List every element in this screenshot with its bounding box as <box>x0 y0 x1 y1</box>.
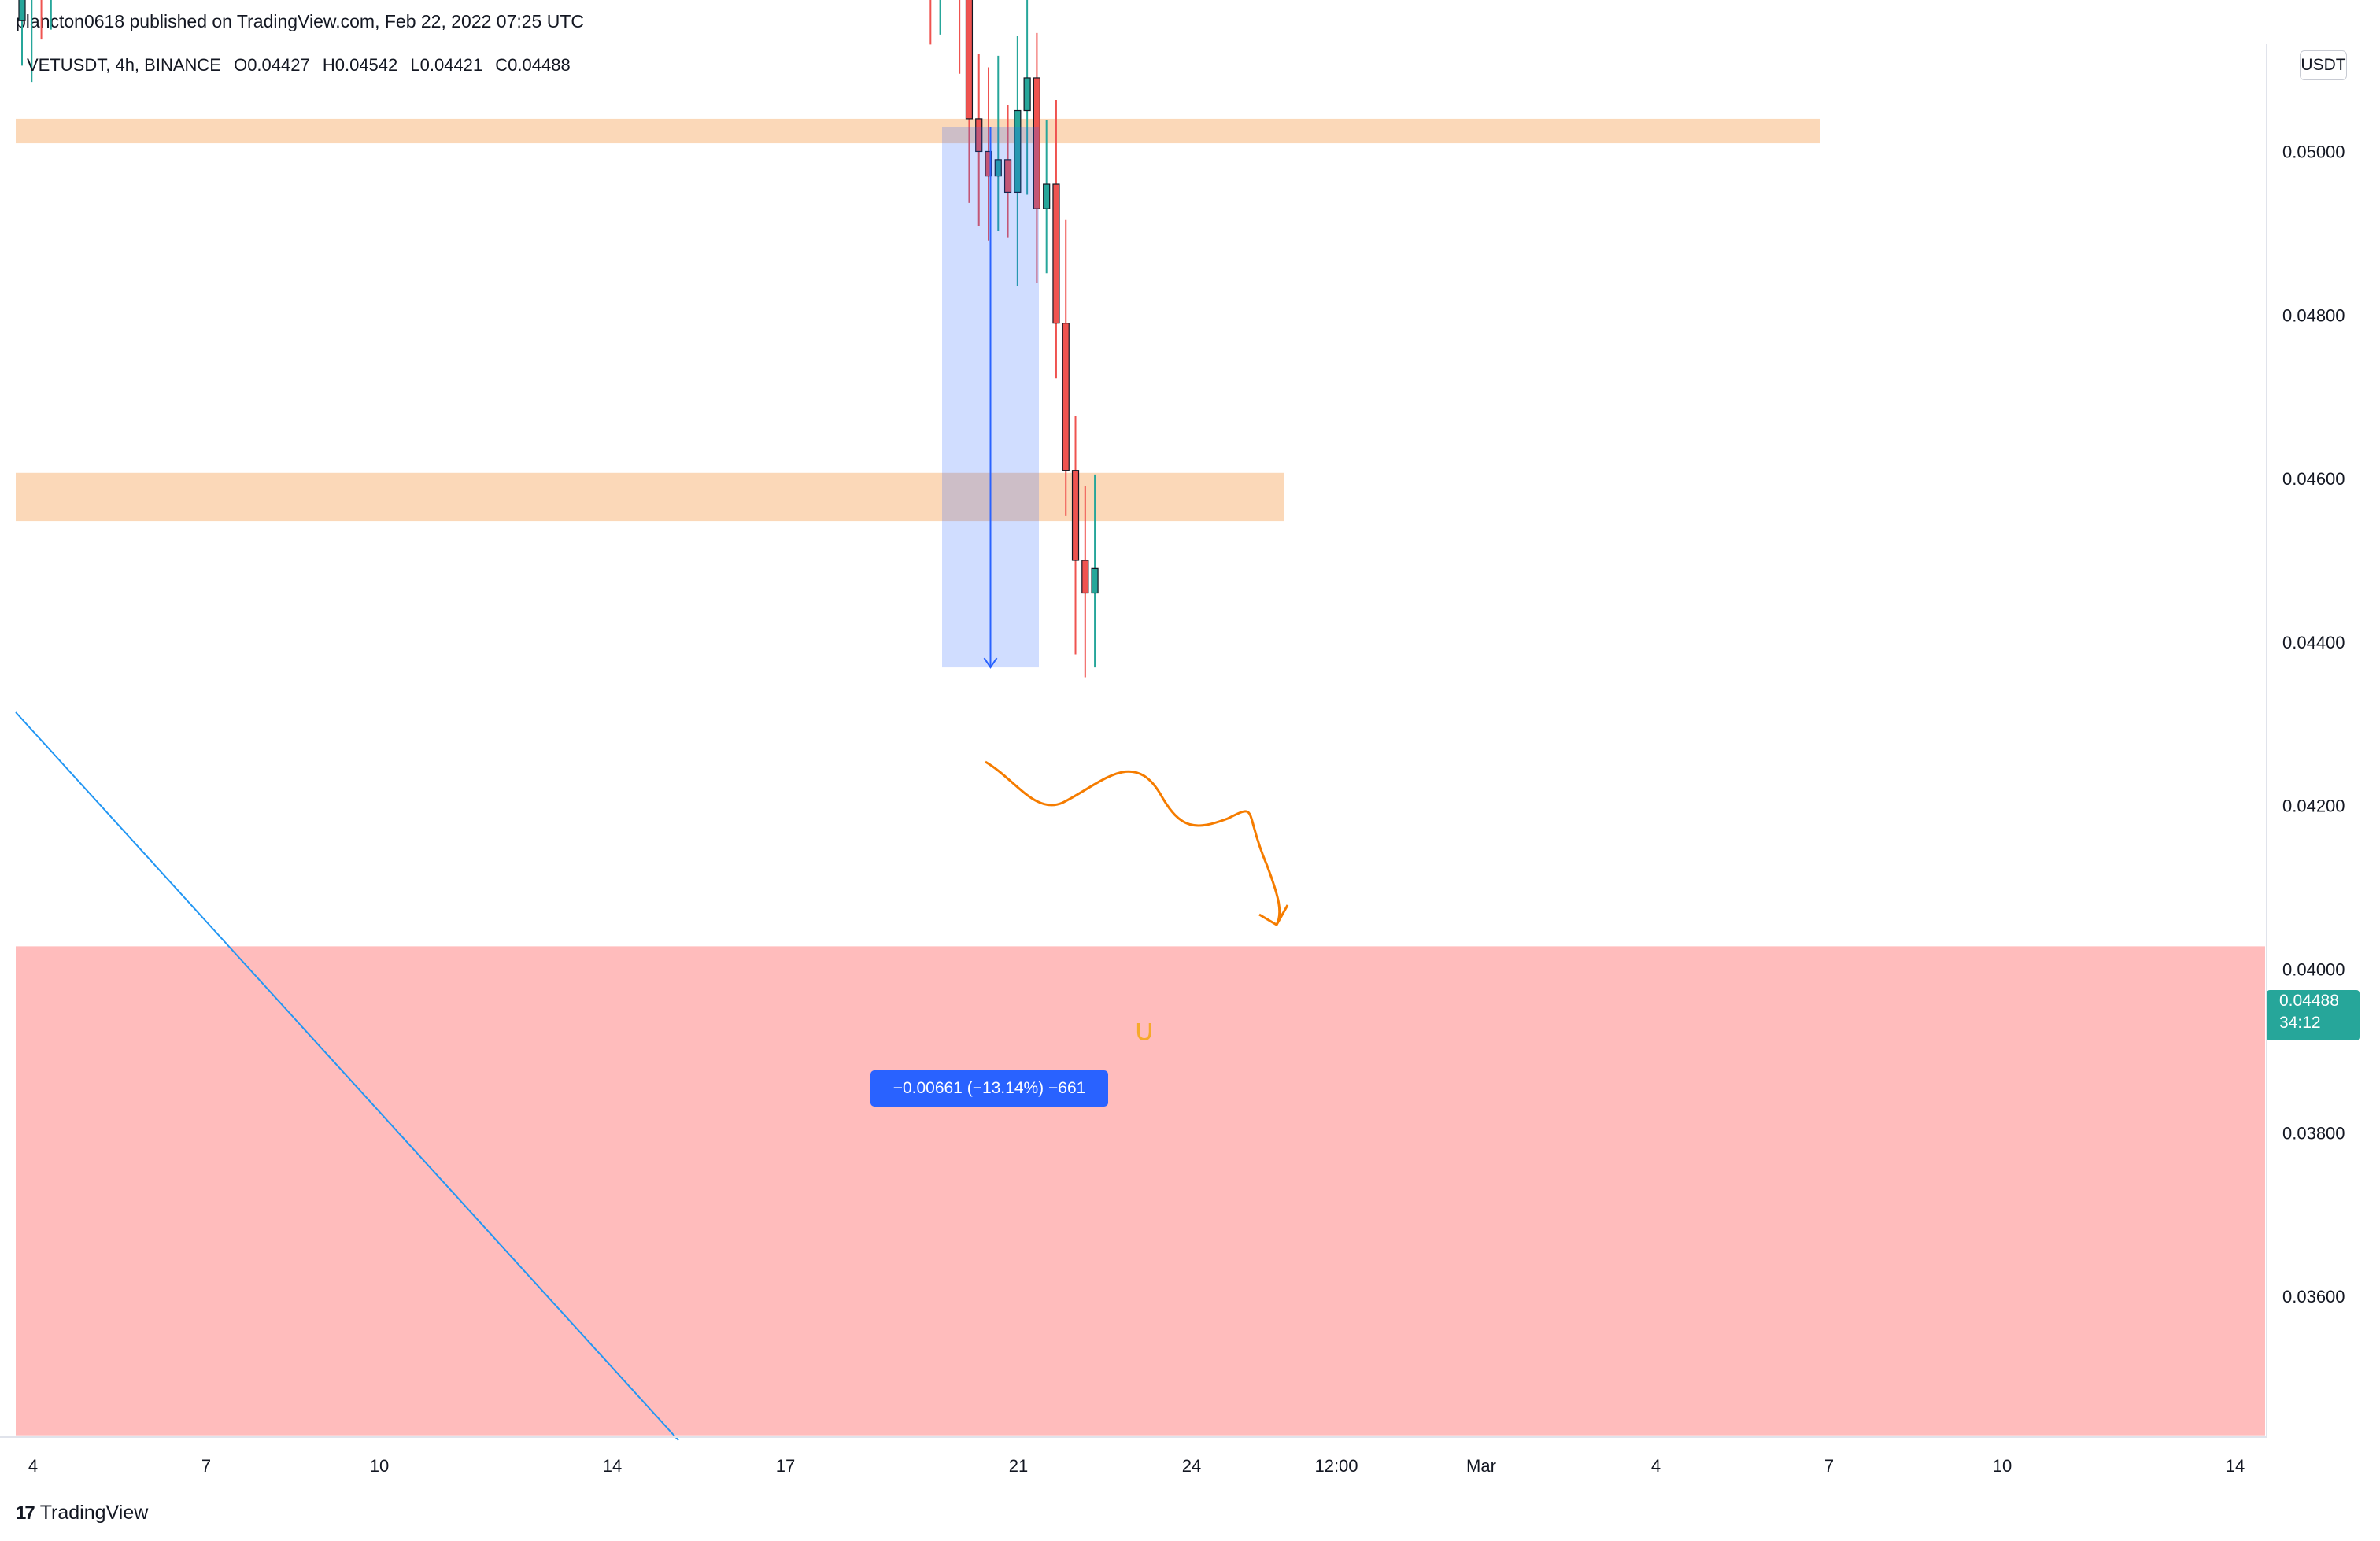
time-tick-label: 7 <box>1824 1456 1834 1476</box>
bar-countdown: 34:12 <box>2279 1014 2321 1032</box>
magnet-icon[interactable]: ∪ <box>1133 1013 1155 1048</box>
time-tick-label: 14 <box>603 1456 622 1476</box>
candle-down <box>1071 470 1080 561</box>
zone-level-3[interactable] <box>16 472 1284 522</box>
price-tick-label: 0.04600 <box>2282 469 2345 489</box>
time-tick-label: 14 <box>2226 1456 2245 1476</box>
candle-up <box>1043 183 1051 209</box>
drawings-layer: ∪ <box>15 127 1289 1441</box>
legend-close: C0.04488 <box>495 55 571 75</box>
zone-demand-4[interactable] <box>16 946 2265 1436</box>
legend-low: L0.04421 <box>410 55 483 75</box>
brand-name: TradingView <box>39 1502 149 1524</box>
price-tick-label: 0.03600 <box>2282 1287 2345 1306</box>
candle-down <box>975 118 983 153</box>
price-tick-label: 0.04400 <box>2282 633 2345 652</box>
candle-up <box>1014 109 1022 194</box>
candle-down <box>1052 183 1060 324</box>
measure-arrowhead <box>983 657 998 669</box>
candle-down <box>1033 77 1041 209</box>
projection-arrowhead <box>1258 904 1289 927</box>
time-tick-label: 7 <box>201 1456 211 1476</box>
price-tick-label: 0.05000 <box>2282 142 2345 161</box>
candle-up <box>18 0 26 21</box>
publish-info: plancton0618 published on TradingView.co… <box>16 11 585 31</box>
legend-open: O0.04427 <box>234 55 310 75</box>
candles-layer <box>18 0 1099 678</box>
time-tick-label: 24 <box>1182 1456 1201 1476</box>
price-tick-label: 0.04000 <box>2282 959 2345 979</box>
measure-label: −0.00661 (−13.14%) −661 <box>870 1070 1108 1107</box>
time-tick-label: 4 <box>1651 1456 1661 1476</box>
candle-up <box>1091 567 1099 594</box>
candle-down <box>1062 323 1070 471</box>
price-axis[interactable]: 0.066000.064000.062000.060000.058000.056… <box>2266 0 2345 1437</box>
tradingview-logo-icon: 17 <box>16 1502 35 1524</box>
currency-badge[interactable]: USDT <box>2300 50 2347 80</box>
zone-level-2[interactable] <box>16 118 1820 144</box>
price-tick-label: 0.04800 <box>2282 305 2345 325</box>
time-tick-label: 10 <box>1993 1456 2012 1476</box>
candle-up <box>1023 77 1031 112</box>
legend-symbol[interactable]: VETUSDT, 4h, BINANCE <box>27 55 221 75</box>
zones-layer <box>16 118 2265 1436</box>
candle-down <box>1081 560 1089 594</box>
price-tick-label: 0.03800 <box>2282 1123 2345 1143</box>
last-price-tag: 0.04488 34:12 <box>2267 990 2360 1040</box>
candle-down <box>965 0 974 120</box>
candle-up <box>994 159 1002 177</box>
projection-path[interactable] <box>985 760 1281 926</box>
ohlc-legend: VETUSDT, 4h, BINANCE O0.04427 H0.04542 L… <box>27 55 578 76</box>
time-tick-label: 17 <box>776 1456 795 1476</box>
tradingview-logo[interactable]: 17 TradingView <box>16 1502 148 1524</box>
price-tick-label: 0.04200 <box>2282 796 2345 816</box>
time-tick-label: 12:00 <box>1314 1456 1358 1476</box>
time-axis[interactable]: 4 7 10 14 17 21 24 12:00 Mar 4 7 10 14 <box>0 1436 2267 1476</box>
time-tick-label: 21 <box>1009 1456 1028 1476</box>
candle-down <box>1003 159 1012 194</box>
time-tick-label: 4 <box>28 1456 38 1476</box>
time-tick-label: 10 <box>370 1456 389 1476</box>
last-price-value: 0.04488 <box>2279 992 2339 1010</box>
legend-high: H0.04542 <box>322 55 398 75</box>
trendline[interactable] <box>15 711 679 1441</box>
candle-down <box>985 150 992 177</box>
time-tick-label: Mar <box>1466 1456 1496 1476</box>
